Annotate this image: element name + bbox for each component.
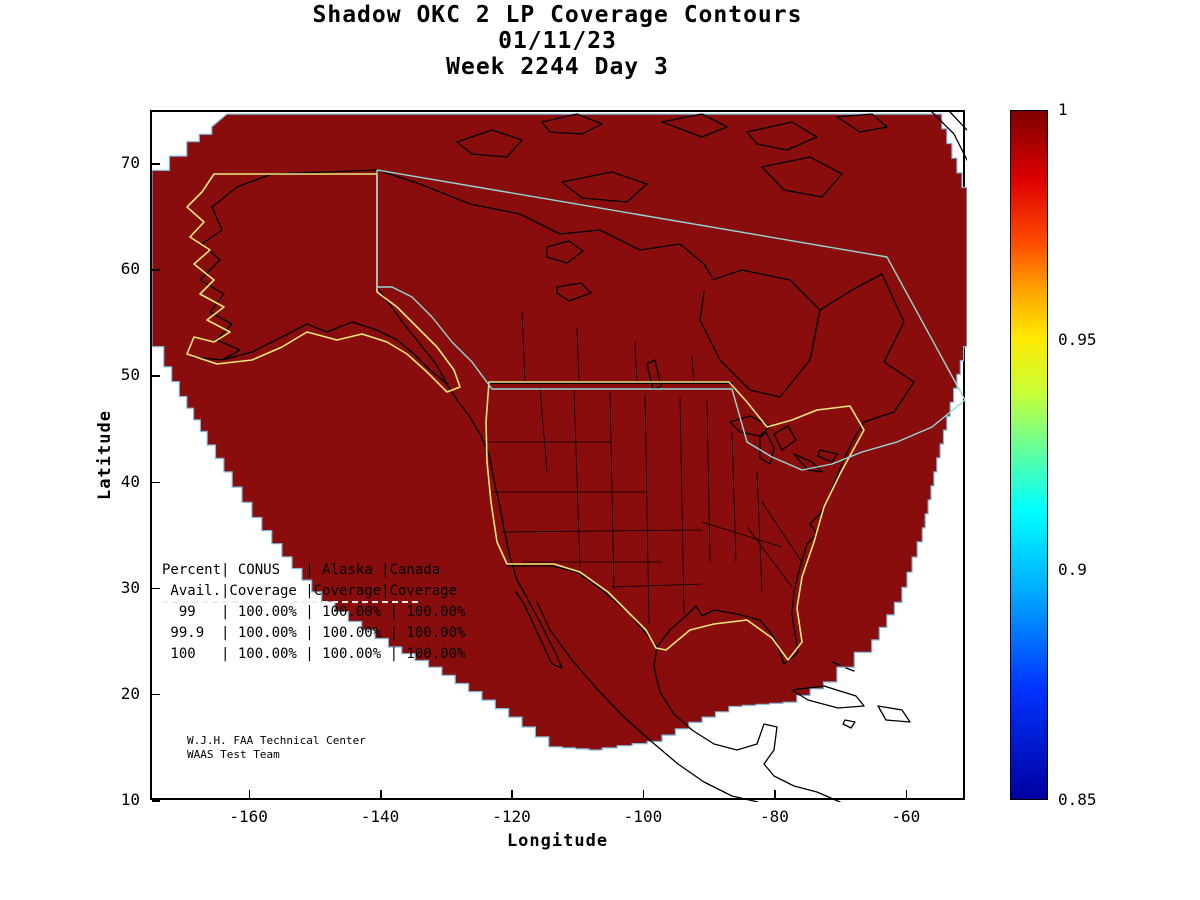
x-tick-mark: [642, 790, 645, 798]
y-tick-label: 60: [120, 259, 140, 279]
credit-text: W.J.H. FAA Technical Center WAAS Test Te…: [187, 734, 366, 761]
x-tick-mark: [905, 790, 908, 798]
y-tick-mark: [152, 800, 160, 802]
y-tick-label: 50: [120, 365, 140, 385]
plot-area: Percent| CONUS | Alaska |Canada Avail.|C…: [150, 110, 967, 802]
x-tick-label: -100: [623, 807, 663, 826]
contour-group: [186, 169, 966, 661]
colorbar-tick-label: 0.85: [1058, 790, 1097, 809]
y-tick-label: 20: [120, 683, 140, 703]
conus-contour: [485, 381, 865, 661]
y-tick-mark: [152, 587, 160, 590]
greenland-coastline: [931, 112, 967, 161]
hudson-bay-coastline: [699, 269, 883, 398]
map-svg: [152, 112, 967, 802]
y-tick-mark: [152, 269, 160, 271]
x-tick-mark: [248, 790, 251, 798]
x-tick-label: -60: [891, 807, 921, 826]
x-tick-label: -80: [759, 807, 789, 826]
y-tick-mark: [152, 163, 160, 165]
alaska-coastline: [191, 169, 448, 385]
title-line-2: 01/11/23: [498, 28, 617, 54]
arctic-coastline: [376, 169, 713, 278]
x-axis-label: Longitude: [506, 831, 609, 851]
colorbar-tick-label: 0.9: [1058, 560, 1087, 579]
y-tick-mark: [152, 481, 160, 484]
y-tick-label: 10: [120, 790, 140, 809]
coverage-region: [152, 113, 967, 751]
x-tick-mark: [511, 790, 513, 798]
y-tick-label: 70: [120, 153, 140, 173]
figure-title: Shadow OKC 2 LP Coverage Contours 01/11/…: [150, 2, 965, 80]
colorbar-tick-label: 0.95: [1058, 330, 1097, 349]
y-tick-mark: [152, 693, 160, 696]
y-tick-mark: [152, 375, 160, 377]
x-tick-label: -140: [360, 807, 400, 826]
x-tick-label: -160: [229, 807, 268, 826]
title-line-3: Week 2244 Day 3: [446, 54, 669, 80]
arctic-islands: [456, 113, 888, 203]
labrador-coastline: [851, 273, 915, 443]
great-lakes: [729, 415, 839, 473]
title-line-1: Shadow OKC 2 LP Coverage Contours: [312, 2, 803, 28]
pacific-coastline: [446, 383, 759, 802]
canada-province-borders: [521, 311, 695, 384]
y-tick-label: 40: [120, 471, 140, 491]
caribbean-islands: [791, 661, 911, 729]
alaska-contour: [186, 173, 461, 393]
us-state-borders: [489, 386, 803, 625]
x-tick-mark: [380, 790, 382, 798]
state-borders-group: [489, 311, 803, 625]
x-tick-mark: [774, 790, 776, 798]
availability-table: Percent| CONUS | Alaska |Canada Avail.|C…: [162, 562, 466, 662]
colorbar-tick-label: 1: [1058, 100, 1068, 119]
canada-contour: [376, 169, 966, 471]
x-tick-label: -120: [492, 807, 531, 826]
y-tick-label: 30: [120, 577, 140, 597]
table-divider: [162, 601, 418, 603]
colorbar: [1010, 110, 1048, 800]
